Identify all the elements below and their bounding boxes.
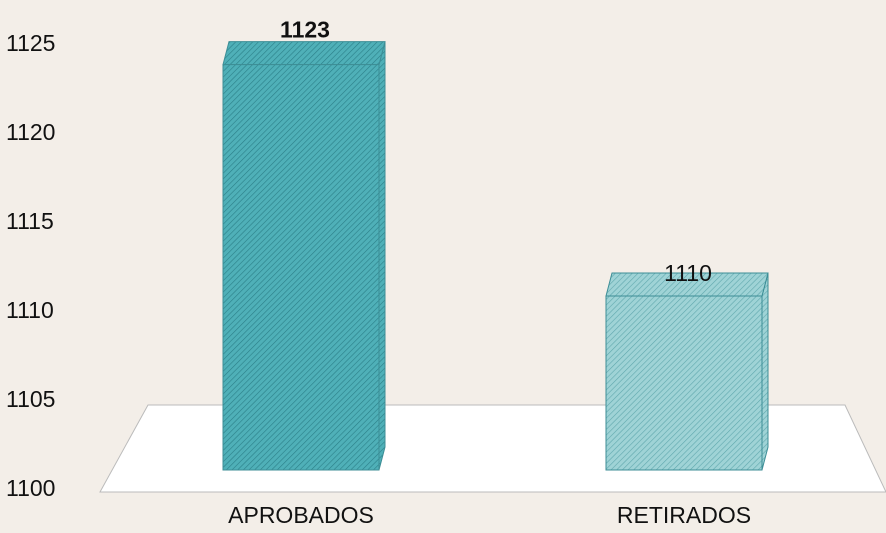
y-tick-label: 1125 [6, 30, 55, 56]
x-tick-label: RETIRADOS [617, 502, 751, 528]
bar-side [378, 41, 386, 471]
y-tick-label: 1100 [6, 475, 55, 501]
bar [222, 64, 380, 471]
data-label: 1123 [280, 17, 330, 43]
y-tick-label: 1105 [6, 386, 55, 412]
bar-top [222, 41, 386, 66]
bar [605, 295, 763, 471]
bar-side [761, 272, 769, 471]
y-tick-label: 1115 [6, 208, 54, 234]
x-tick-label: APROBADOS [228, 502, 374, 528]
data-label: 1110 [664, 260, 712, 286]
y-tick-label: 1120 [6, 119, 55, 145]
y-tick-label: 1110 [6, 297, 54, 323]
